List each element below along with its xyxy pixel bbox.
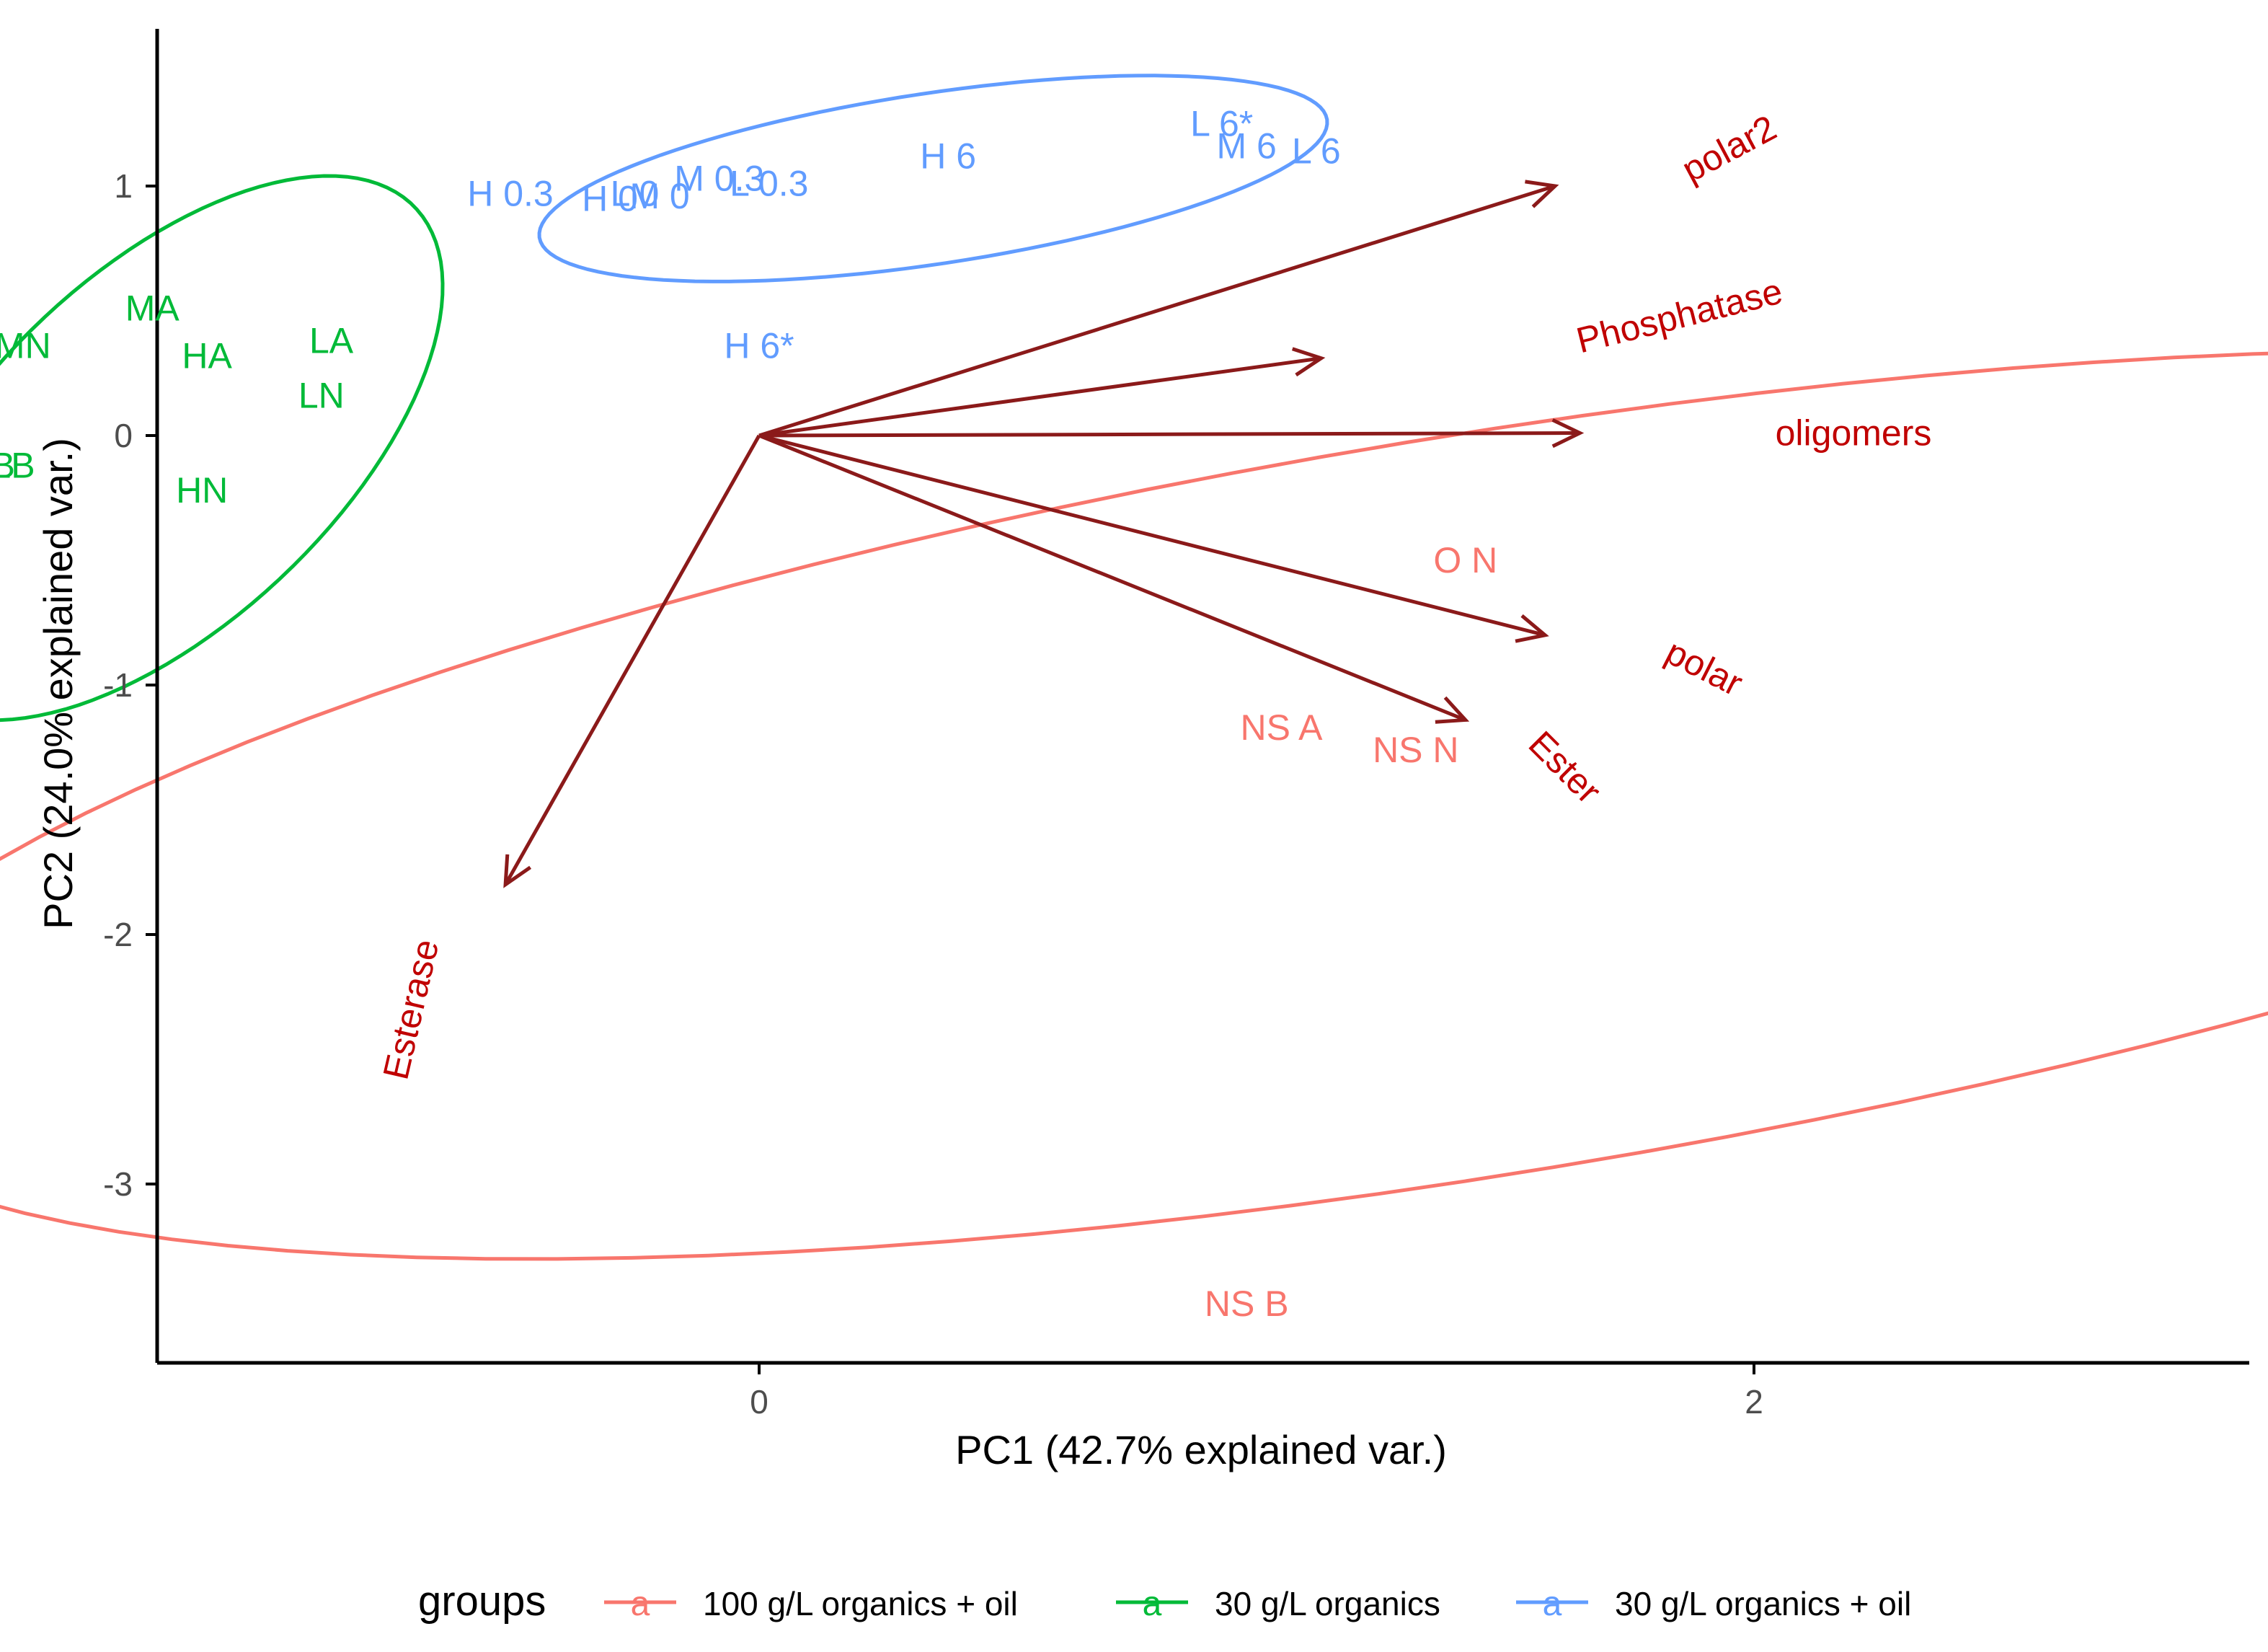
point-label-m-0: M 0 <box>629 176 689 216</box>
ellipse-100-g-l-organics-oil <box>0 351 2268 1261</box>
point-label-h-0: H 0 <box>582 178 638 218</box>
point-label-mn: MN <box>0 325 51 366</box>
point-label-h-6: H 6* <box>724 325 794 366</box>
point-label-m-6: M 6 <box>1217 126 1277 167</box>
point-label-m-0-3: M 0.3 <box>674 159 764 199</box>
arrowhead-polar2 <box>1525 180 1559 208</box>
point-labels-layer: O AO NNS ANS NO BNS BMAMNHALALNMBLBHNHBL… <box>0 104 1497 1325</box>
y-tick-label: -2 <box>103 916 133 953</box>
y-tick-label: 0 <box>114 417 133 454</box>
arrowhead-polar <box>1515 614 1549 643</box>
x-tick-label: 0 <box>750 1383 768 1421</box>
ellipses-layer <box>0 74 2268 1261</box>
legend-item-100-g-l-organics-oil: a 100 g/L organics + oil <box>604 1585 1018 1623</box>
legend: groups a 100 g/L organics + oil a 30 g/L or… <box>418 1578 1911 1625</box>
point-label-ln: LN <box>298 376 345 416</box>
legend-item-30-g-l-organics: a 30 g/L organics <box>1116 1585 1440 1623</box>
point-label-l-0: L 0 <box>611 173 660 213</box>
point-label-ns-b: NS B <box>1205 1284 1289 1324</box>
point-label-lb: LB <box>0 446 35 486</box>
arrow-oligomers <box>758 431 1580 438</box>
legend-item-30-g-l-organics-oil: a 30 g/L organics + oil <box>1516 1585 1911 1623</box>
arrow-ester <box>758 433 1466 722</box>
point-label-ha: HA <box>182 335 232 376</box>
legend-title: groups <box>418 1578 546 1625</box>
y-tick-label: -1 <box>103 666 133 704</box>
point-label-o-n: O N <box>1433 540 1497 580</box>
y-tick-label: -3 <box>103 1165 133 1203</box>
legend-label: 100 g/L organics + oil <box>703 1585 1018 1622</box>
point-label-h-0-3: H 0.3 <box>467 173 554 213</box>
x-tick-label: 2 <box>1745 1383 1763 1421</box>
arrow-polar <box>758 433 1546 637</box>
ellipse-30-g-l-organics <box>0 174 445 723</box>
y-axis-title: PC2 (24.0% explained var.) <box>35 438 81 929</box>
legend-label: 30 g/L organics <box>1215 1585 1440 1622</box>
arrowhead-oligomers <box>1551 418 1585 449</box>
point-label-ns-a: NS A <box>1241 707 1324 748</box>
y-tick-label: 1 <box>114 167 133 205</box>
arrow-polar2 <box>758 184 1556 438</box>
point-label-mb: MB <box>0 446 15 486</box>
x-axis-title: PC1 (42.7% explained var.) <box>955 1427 1447 1472</box>
point-label-l-6: L 6* <box>1190 104 1253 144</box>
point-label-ma: MA <box>125 288 180 329</box>
point-label-l-0-3: L 0.3 <box>730 164 808 204</box>
point-label-la: LA <box>309 321 354 361</box>
point-label-hn: HN <box>176 470 228 511</box>
arrowhead-esterase <box>503 854 532 888</box>
point-label-l-6: L 6 <box>1292 131 1341 172</box>
legend-label: 30 g/L organics + oil <box>1615 1585 1911 1622</box>
legend-key-glyph: a <box>631 1585 650 1623</box>
legend-key-glyph: a <box>1543 1585 1562 1623</box>
point-label-h-6: H 6 <box>920 136 976 176</box>
arrowhead-phosphatase <box>1291 347 1326 377</box>
loading-label-oligomers: oligomers <box>1776 413 1932 454</box>
axes-layer: -202410-1-2-3 <box>103 29 2249 1421</box>
arrow-phosphatase <box>758 356 1322 438</box>
point-label-ns-n: NS N <box>1373 730 1458 770</box>
arrow-esterase <box>503 434 761 886</box>
ellipse-30-g-l-organics-oil <box>537 74 1329 283</box>
legend-key-glyph: a <box>1143 1585 1162 1623</box>
arrowhead-ester <box>1435 696 1470 724</box>
